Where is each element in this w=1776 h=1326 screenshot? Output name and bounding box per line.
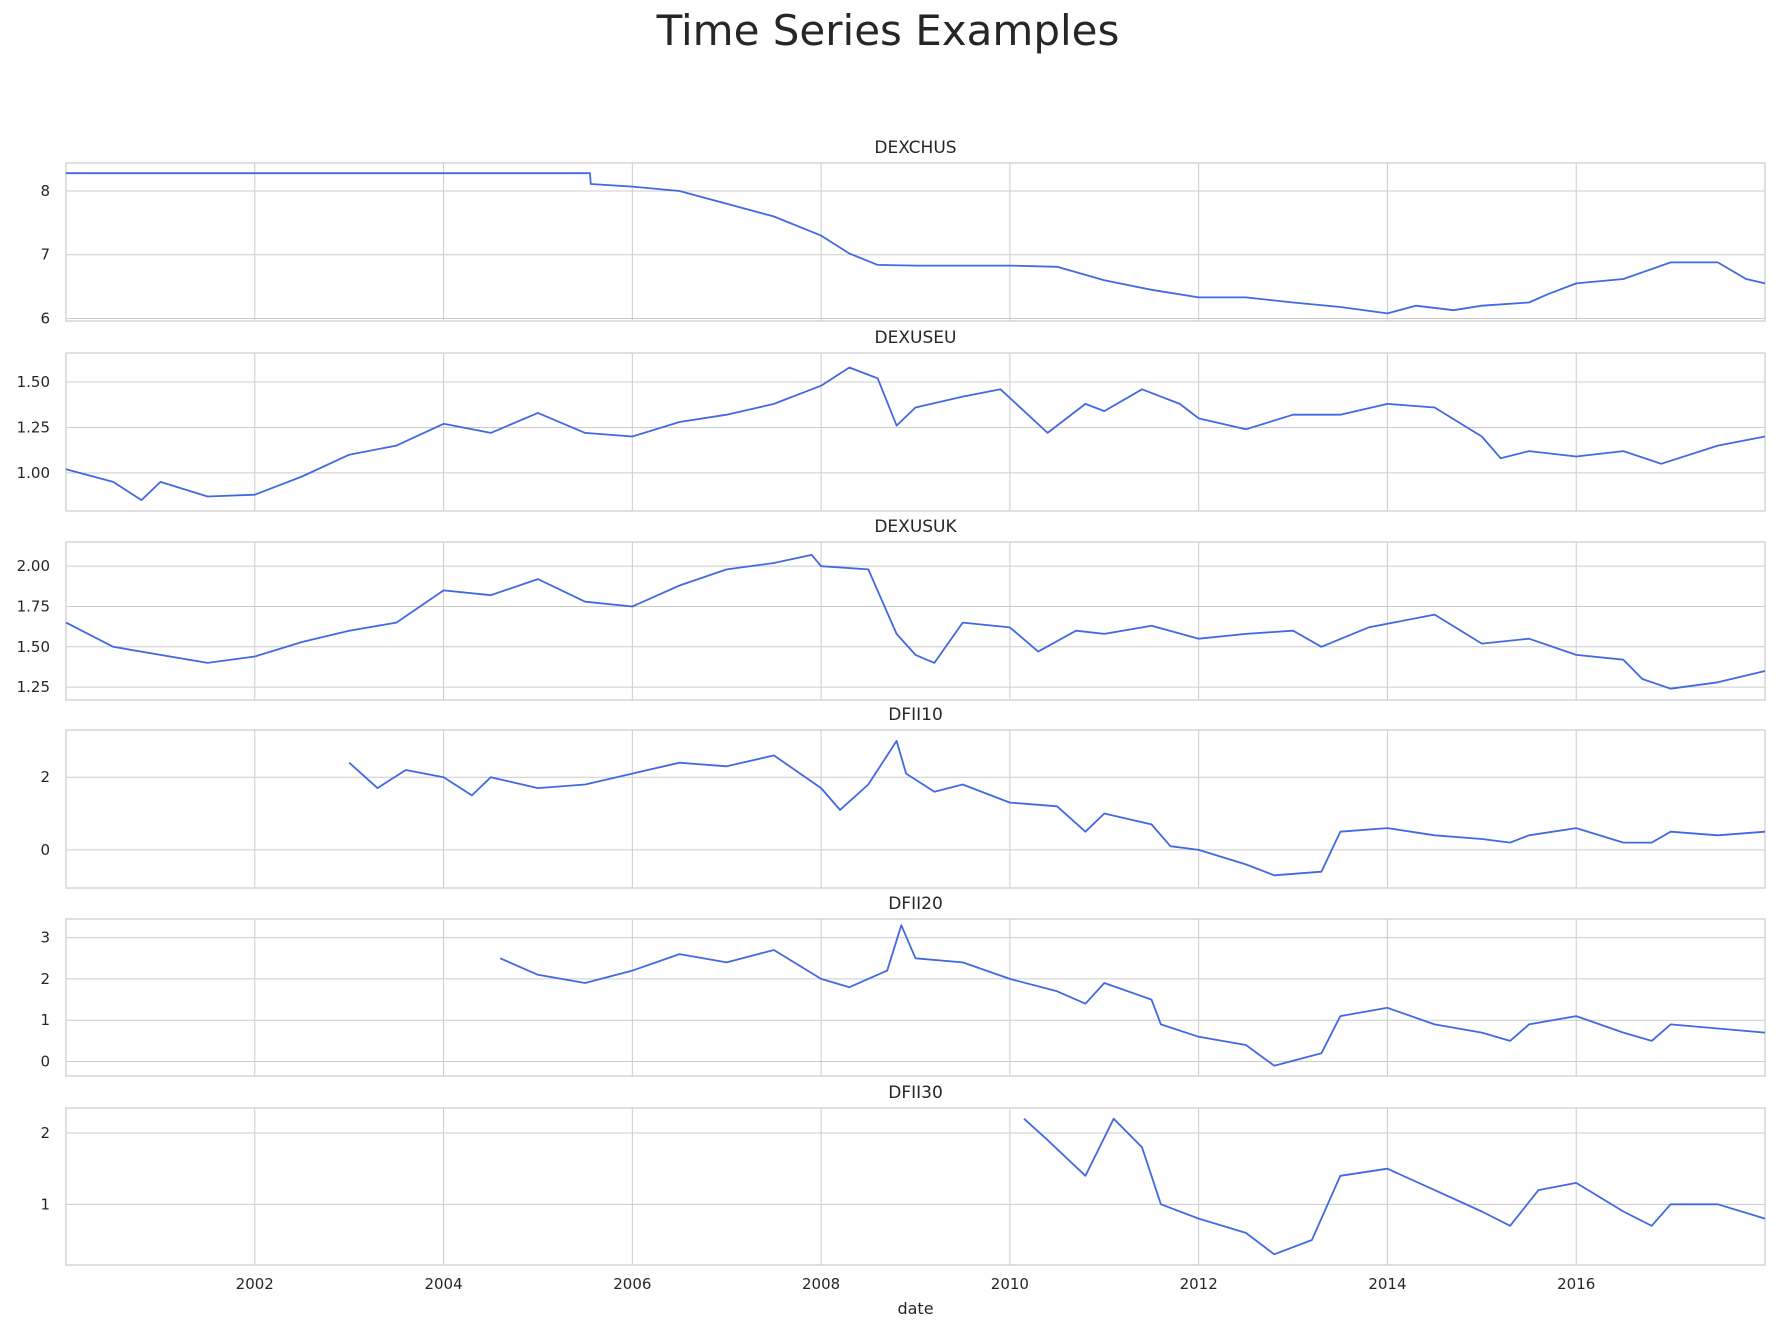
series-line-dfii20 — [499, 924, 1766, 1067]
x-tick-label: 2014 — [1368, 1275, 1406, 1293]
panel-dexchus: 6 7 8 DEXCHUS — [40, 138, 1766, 327]
y-tick-label: 7 — [40, 246, 50, 264]
y-tick-label: 0 — [40, 1053, 50, 1071]
y-tick-label: 8 — [40, 182, 50, 200]
y-tick-label: 2 — [40, 1124, 50, 1142]
panel-frame — [65, 162, 1766, 322]
panel-frame — [65, 729, 1766, 889]
series-line-dfii10 — [348, 740, 1766, 877]
x-tick-label: 2008 — [802, 1275, 840, 1293]
series-line-dfii30 — [1023, 1117, 1766, 1256]
y-tick-label: 1.50 — [17, 638, 50, 656]
panel-frame — [65, 541, 1766, 701]
panel-frame — [65, 1107, 1766, 1266]
panel-title: DEXCHUS — [874, 138, 956, 158]
series-line-dexuseu — [65, 366, 1766, 501]
series-line-dexusuk — [65, 554, 1766, 690]
x-tick-label: 2010 — [991, 1275, 1029, 1293]
y-tick-label: 1.00 — [17, 464, 50, 482]
x-tick-label: 2006 — [613, 1275, 651, 1293]
y-tick-label: 1.75 — [17, 597, 50, 615]
panel-dfii10: 0 2 DFII10 — [40, 705, 1766, 889]
panel-frame — [65, 352, 1766, 512]
figure-title: Time Series Examples — [656, 6, 1120, 55]
panel-title: DEXUSUK — [874, 517, 957, 537]
panel-title: DEXUSEU — [875, 328, 957, 348]
y-tick-label: 1 — [40, 1011, 50, 1029]
y-tick-label: 2 — [40, 768, 50, 786]
panel-dfii20: 0 1 2 3 DFII20 — [40, 894, 1766, 1077]
x-axis-label: date — [897, 1299, 933, 1318]
x-tick-label: 2002 — [236, 1275, 274, 1293]
y-tick-label: 3 — [40, 929, 50, 947]
y-tick-label: 0 — [40, 841, 50, 859]
panel-dexuseu: 1.00 1.25 1.50 DEXUSEU — [17, 328, 1766, 512]
x-tick-label: 2016 — [1557, 1275, 1595, 1293]
panel-frame — [65, 918, 1766, 1077]
panel-dexusuk: 1.25 1.50 1.75 2.00 DEXUSUK — [17, 517, 1766, 701]
x-tick-label: 2004 — [424, 1275, 462, 1293]
y-tick-label: 2.00 — [17, 557, 50, 575]
y-tick-label: 6 — [40, 309, 50, 327]
y-tick-label: 1.25 — [17, 678, 50, 696]
panel-title: DFII10 — [888, 705, 943, 725]
panel-title: DFII30 — [888, 1083, 943, 1103]
y-tick-label: 1 — [40, 1195, 50, 1213]
series-line-dexchus — [66, 172, 1766, 315]
y-tick-label: 1.50 — [17, 373, 50, 391]
y-tick-label: 2 — [40, 970, 50, 988]
x-tick-label: 2012 — [1180, 1275, 1218, 1293]
panel-title: DFII20 — [888, 894, 943, 914]
panel-dfii30: 1 2 DFII30 — [40, 1083, 1766, 1266]
y-tick-label: 1.25 — [17, 418, 50, 436]
